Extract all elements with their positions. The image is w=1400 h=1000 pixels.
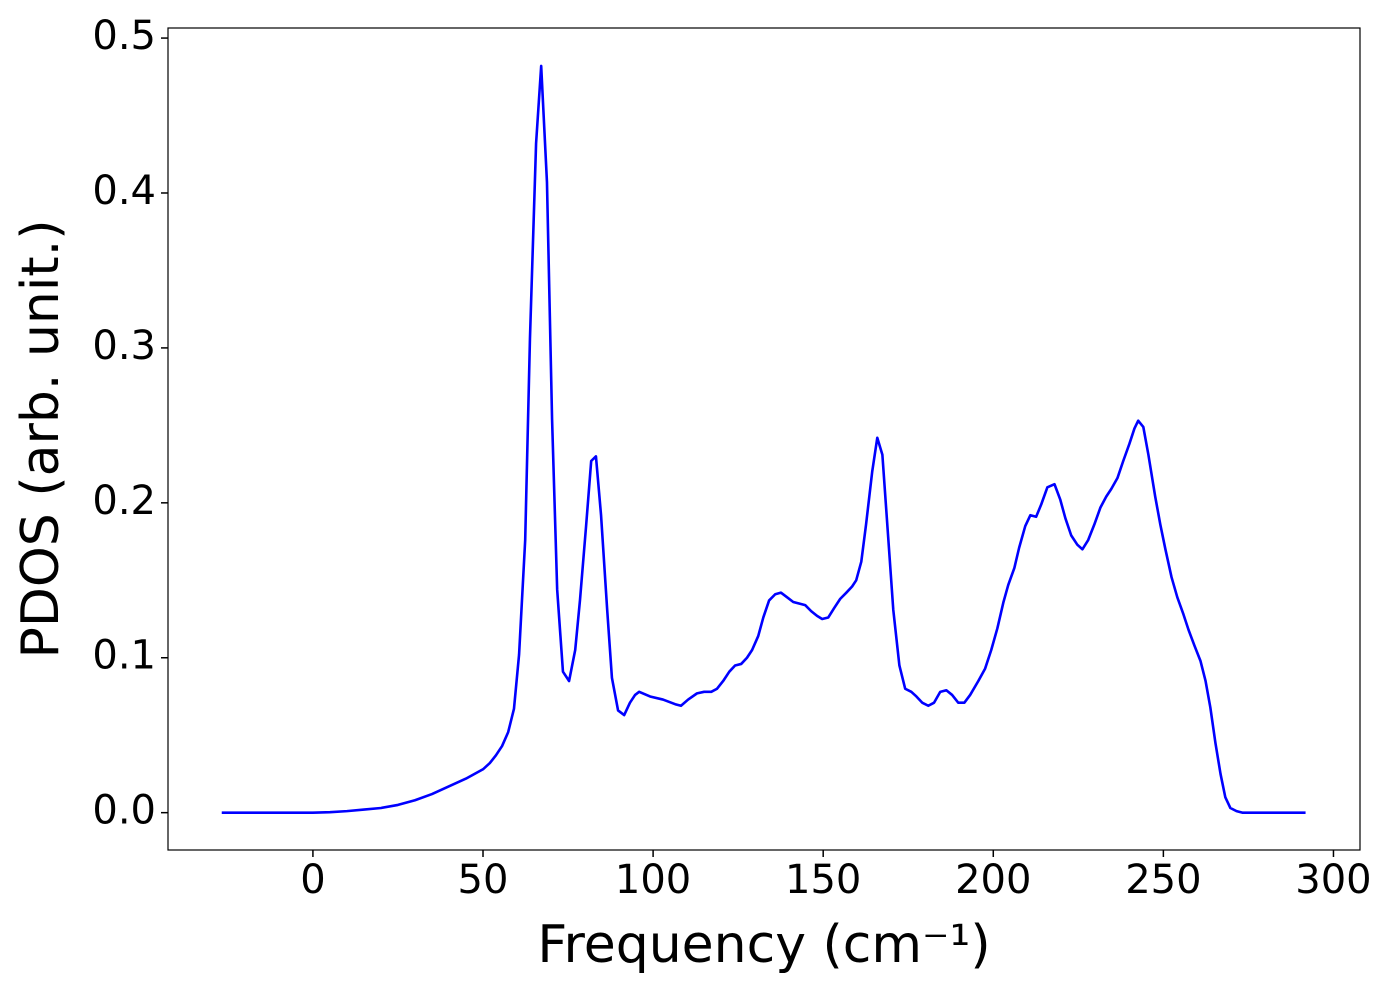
plot-frame: [167, 27, 1361, 851]
x-tick-label: 150: [785, 857, 861, 903]
y-tick-label: 0.4: [92, 168, 156, 214]
x-axis-label: Frequency (cm⁻¹): [537, 915, 990, 975]
y-tick-label: 0.0: [92, 788, 156, 834]
y-tick-label: 0.5: [92, 13, 156, 59]
x-tick-label: 100: [615, 857, 691, 903]
x-tick-label: 300: [1295, 857, 1371, 903]
line: [221, 64, 1306, 814]
y-tick-label: 0.1: [92, 633, 156, 679]
x-tick-label: 250: [1125, 857, 1201, 903]
x-tick-label: 200: [955, 857, 1031, 903]
y-tick-label: 0.3: [92, 323, 156, 369]
y-axis-label: PDOS (arb. unit.): [11, 219, 71, 658]
x-tick-label: 50: [458, 857, 509, 903]
x-tick-label: 0: [300, 857, 325, 903]
y-tick-label: 0.2: [92, 478, 156, 524]
